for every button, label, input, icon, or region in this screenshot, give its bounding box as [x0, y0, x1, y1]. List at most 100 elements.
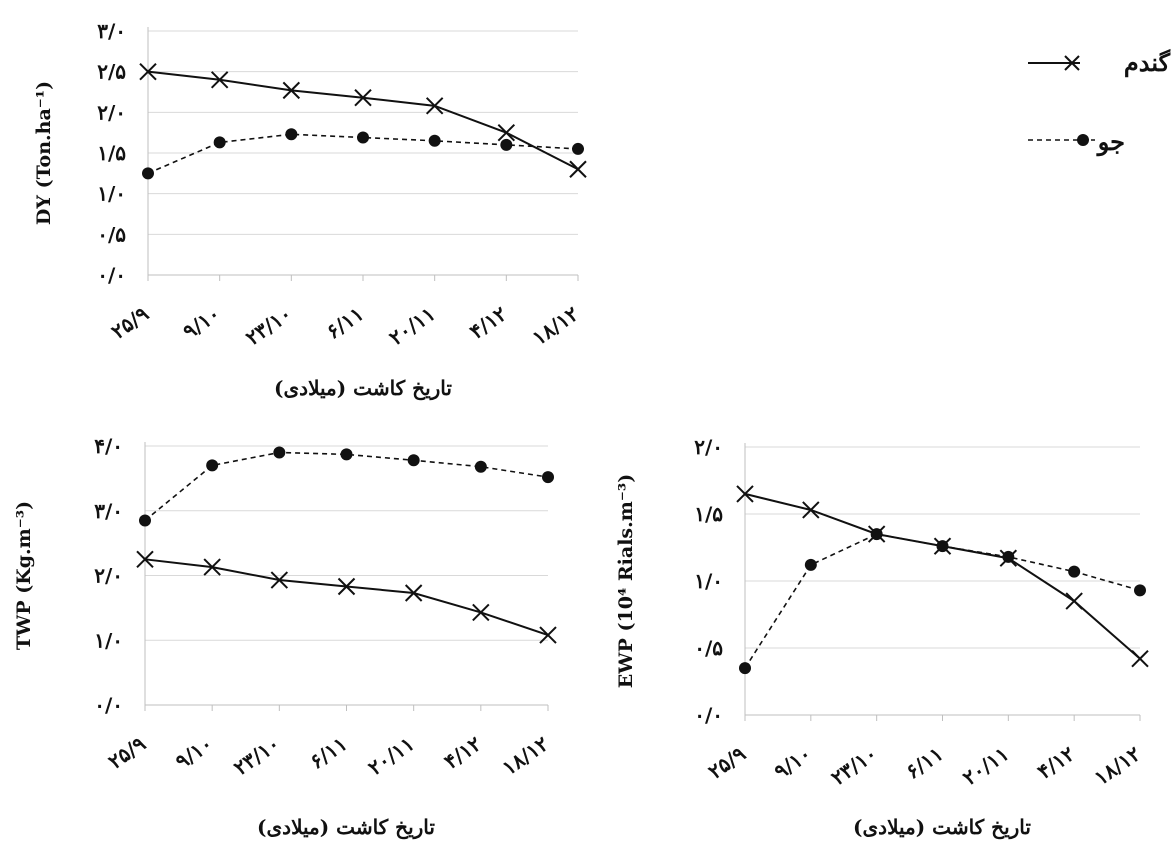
x-tick-label: ۴/۱۲: [1033, 741, 1079, 783]
x-axis-title: تاریخ کاشت (میلادی): [853, 815, 1031, 840]
legend-item-barley: جو: [1028, 127, 1125, 157]
x-tick-label: ۹/۱۰: [171, 731, 217, 773]
data-point-x: [136, 550, 154, 569]
x-tick-label: ۲۵/۹: [704, 741, 750, 783]
x-tick-label: ۴/۱۲: [440, 731, 486, 773]
data-point-dot: [357, 131, 369, 144]
data-point-dot: [500, 138, 513, 151]
y-tick-label: ۰/۰: [694, 703, 723, 727]
data-point-x: [736, 485, 754, 503]
data-point-dot: [474, 460, 487, 473]
y-tick-label: ۳/۰: [97, 19, 126, 43]
y-axis-title: TWP (Kg.m⁻³): [13, 501, 35, 650]
y-tick-label: ۰/۰: [94, 693, 123, 717]
y-tick-label: ۱/۰: [94, 628, 123, 652]
data-point-x: [539, 626, 557, 644]
y-tick-label: ۰/۵: [97, 222, 126, 246]
y-axis-title: DY (Ton.ha⁻¹): [33, 81, 55, 225]
x-tick-label: ۲۰/۱۱: [364, 731, 419, 779]
data-point-x: [404, 584, 423, 602]
y-tick-label: ۱/۵: [694, 502, 723, 526]
series-barley: [142, 128, 584, 180]
x-tick-label: ۹/۱۰: [178, 301, 224, 343]
data-point-dot: [739, 662, 751, 675]
data-point-x: [210, 71, 229, 89]
chart-panel-top-left: ۰/۰ ۰/۵ ۱/۰ ۱/۵ ۲/۰ ۲/۵ ۳/۰ ۲۵/۹ ۹/۱۰ ۲۳/۱۰ ۶/۱۱ ۲۰…: [33, 19, 587, 401]
y-tick-label: ۲/۰: [94, 564, 123, 588]
legend-item-wheat: گندم: [1028, 48, 1171, 78]
data-point-x: [569, 160, 587, 178]
data-point-dot: [213, 136, 226, 149]
data-point-x: [497, 123, 516, 142]
x-tick-label: ۲۵/۹: [107, 301, 153, 343]
data-point-dot: [936, 540, 949, 553]
data-point-dot: [206, 459, 219, 472]
x-tick-label: ۱۸/۱۲: [528, 301, 583, 350]
legend-label-barley: جو: [1096, 127, 1125, 157]
dot-icon: [1077, 134, 1089, 146]
x-icon: [1064, 55, 1080, 71]
series-wheat: [139, 62, 587, 178]
data-point-x: [270, 571, 289, 589]
series-wheat: [736, 485, 1149, 668]
data-point-x: [337, 577, 356, 596]
y-tick-label: ۲/۵: [97, 60, 126, 84]
data-point-dot: [340, 448, 353, 461]
x-tick-label: ۲۰/۱۱: [385, 301, 440, 349]
data-point-dot: [870, 528, 883, 541]
x-tick-label: ۶/۱۱: [322, 301, 368, 343]
chart-panel-bottom-right: ۰/۰ ۰/۵ ۱/۰ ۱/۵ ۲/۰ ۲۵/۹ ۹/۱۰ ۲۳/۱۰ ۶/۱۱ ۲۰/۱۱ ۴/۱…: [615, 435, 1149, 840]
x-tick-label: ۲۳/۱۰: [241, 301, 296, 349]
y-tick-label: ۴/۰: [94, 434, 123, 458]
data-point-x: [282, 81, 301, 100]
data-point-dot: [285, 128, 298, 141]
y-tick-label: ۰/۵: [694, 636, 723, 660]
x-tick-label: ۶/۱۱: [901, 741, 947, 783]
series-wheat: [136, 550, 557, 644]
y-axis-title: EWP (10⁴ Rials.m⁻³): [615, 474, 637, 688]
data-point-x: [802, 501, 820, 519]
x-tick-label: ۲۳/۱۰: [229, 731, 284, 779]
legend-label-wheat: گندم: [1124, 48, 1171, 78]
data-point-x: [472, 603, 490, 622]
x-tick-label: ۲۳/۱۰: [827, 741, 882, 789]
x-tick-label: ۱۸/۱۲: [498, 731, 553, 780]
data-point-dot: [804, 558, 817, 571]
data-point-x: [425, 97, 444, 115]
x-tick-label: ۹/۱۰: [770, 741, 816, 783]
data-point-dot: [542, 471, 554, 484]
chart-panel-bottom-left: ۰/۰ ۱/۰ ۲/۰ ۳/۰ ۴/۰ ۲۵/۹ ۹/۱۰ ۲۳/۱۰ ۶/۱۱ ۲۰/۱۱ ۴/۱…: [13, 434, 557, 840]
series-line: [144, 558, 549, 637]
data-point-dot: [572, 142, 584, 155]
data-point-dot: [139, 514, 151, 527]
data-point-dot: [1002, 550, 1015, 563]
data-point-dot: [273, 446, 286, 459]
x-axis-title: تاریخ کاشت (میلادی): [274, 376, 452, 401]
data-point-dot: [1134, 584, 1146, 597]
y-tick-label: ۳/۰: [94, 499, 123, 523]
data-point-dot: [142, 167, 154, 180]
data-point-x: [203, 558, 221, 576]
y-tick-label: ۱/۰: [694, 569, 723, 593]
data-point-dot: [1068, 565, 1081, 578]
y-tick-label: ۱/۵: [97, 141, 126, 165]
data-point-x: [354, 88, 372, 107]
x-tick-label: ۶/۱۱: [305, 731, 351, 773]
y-tick-label: ۲/۰: [694, 435, 723, 459]
x-axis-title: تاریخ کاشت (میلادی): [257, 815, 435, 840]
data-point-dot: [428, 134, 441, 147]
x-tick-label: ۴/۱۲: [465, 301, 511, 343]
series-barley: [139, 446, 554, 527]
legend: گندم جو: [1028, 48, 1171, 157]
data-point-dot: [407, 454, 420, 467]
y-tick-label: ۱/۰: [97, 182, 126, 206]
x-tick-label: ۲۰/۱۱: [958, 741, 1013, 789]
data-point-x: [1131, 650, 1149, 668]
data-point-x: [1065, 592, 1083, 610]
series-barley: [739, 528, 1146, 675]
data-point-x: [139, 62, 157, 81]
x-tick-label: ۲۵/۹: [104, 731, 150, 773]
x-tick-label: ۱۸/۱۲: [1090, 741, 1145, 790]
y-tick-label: ۲/۰: [97, 100, 126, 124]
